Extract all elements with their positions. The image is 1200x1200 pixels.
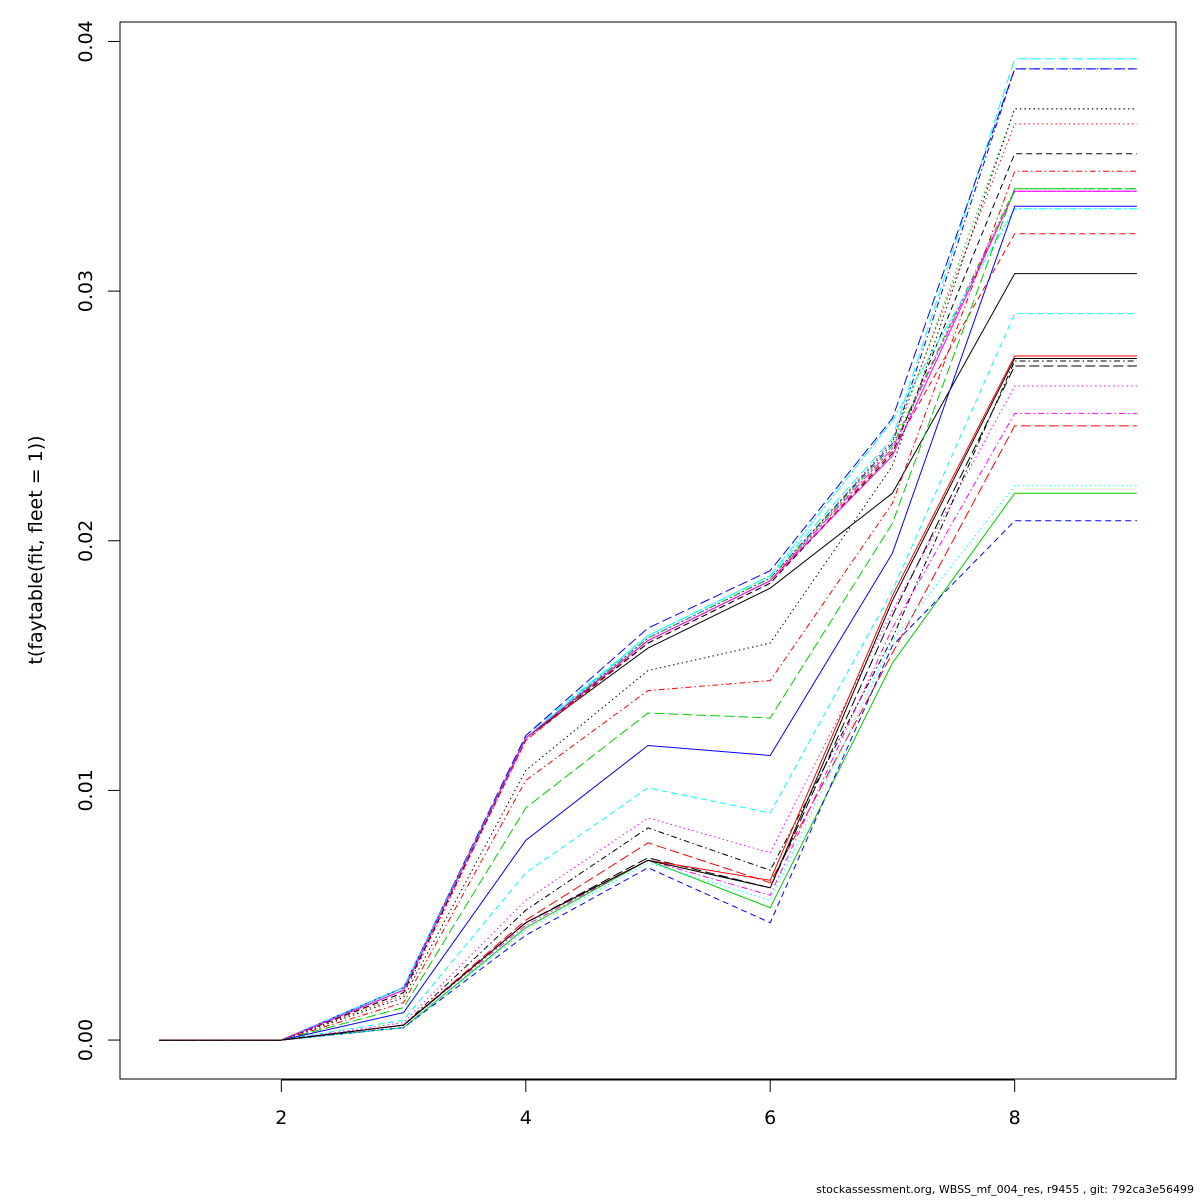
series-line-23 bbox=[159, 485, 1137, 1041]
series-line-15 bbox=[159, 188, 1137, 1041]
y-tick-label: 0.02 bbox=[75, 520, 97, 562]
series-line-1 bbox=[159, 273, 1137, 1041]
y-axis: 0.00 0.01 0.02 0.03 0.04 bbox=[75, 20, 121, 1061]
series-line-16 bbox=[159, 205, 1137, 1041]
y-axis-label: t(faytable(fit, fleet = 1)) bbox=[25, 435, 47, 664]
series-line-13 bbox=[159, 108, 1137, 1041]
series-line-14 bbox=[159, 170, 1137, 1041]
x-tick-label: 8 bbox=[1009, 1107, 1021, 1129]
footer-credit: stockassessment.org, WBSS_mf_004_res, r9… bbox=[816, 1183, 1194, 1196]
y-tick-label: 0.03 bbox=[75, 270, 97, 312]
x-tick-label: 6 bbox=[764, 1107, 776, 1129]
y-tick-label: 0.00 bbox=[75, 1019, 97, 1061]
series-line-11 bbox=[159, 208, 1137, 1041]
series-line-20 bbox=[159, 425, 1137, 1041]
series-line-12 bbox=[159, 190, 1137, 1041]
y-tick-label: 0.01 bbox=[75, 769, 97, 811]
series-line-22 bbox=[159, 520, 1137, 1041]
series-line-25 bbox=[159, 365, 1137, 1041]
series-line-18 bbox=[159, 385, 1137, 1041]
x-tick-label: 4 bbox=[520, 1107, 532, 1129]
series-line-19 bbox=[159, 360, 1137, 1041]
series-line-8 bbox=[159, 123, 1137, 1041]
series-line-5 bbox=[159, 58, 1137, 1041]
x-tick-label: 2 bbox=[275, 1107, 287, 1129]
series-line-7 bbox=[159, 153, 1137, 1041]
plot-frame bbox=[119, 21, 1177, 1080]
series-line-9 bbox=[159, 188, 1137, 1041]
series-line-27 bbox=[159, 358, 1137, 1041]
series-layer bbox=[159, 58, 1137, 1041]
series-line-24 bbox=[159, 412, 1137, 1041]
series-line-3 bbox=[159, 108, 1137, 1041]
series-line-21 bbox=[159, 492, 1137, 1041]
series-line-17 bbox=[159, 313, 1137, 1041]
series-line-6 bbox=[159, 190, 1137, 1041]
x-axis: 2 4 6 8 bbox=[275, 1079, 1021, 1129]
y-tick-label: 0.04 bbox=[75, 20, 97, 62]
series-line-2 bbox=[159, 233, 1137, 1041]
series-line-26 bbox=[159, 355, 1137, 1041]
series-line-10 bbox=[159, 68, 1137, 1041]
